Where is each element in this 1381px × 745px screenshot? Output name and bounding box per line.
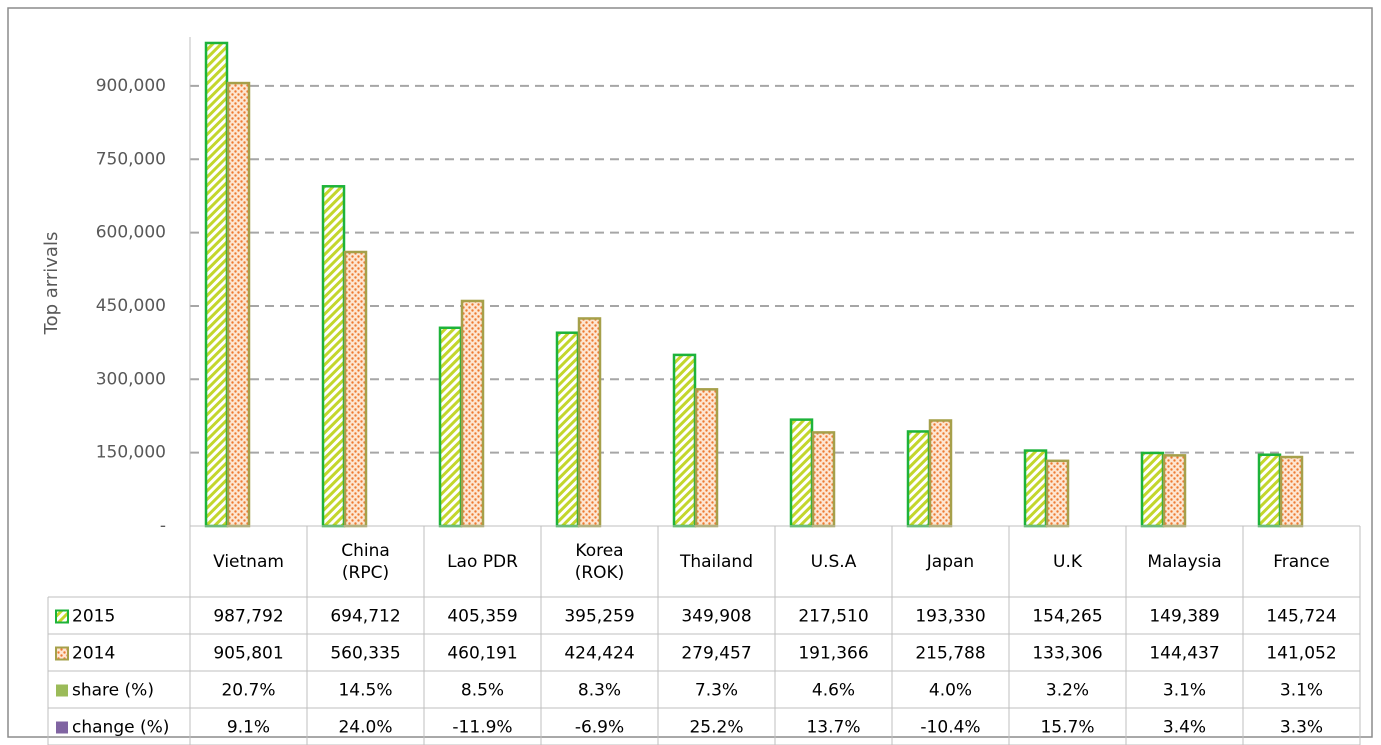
- y-tick-label: 450,000: [96, 296, 166, 316]
- table-value: 141,052: [1266, 644, 1336, 664]
- table-value: 279,457: [681, 644, 751, 664]
- table-value: 424,424: [564, 644, 634, 664]
- table-value: 7.3%: [695, 681, 738, 701]
- table-value: 144,437: [1149, 644, 1219, 664]
- table-value: 3.3%: [1280, 718, 1323, 738]
- category-cell: Thailand: [679, 551, 753, 572]
- bar: [204, 41, 229, 528]
- x-tick-label: China (RPC): [341, 540, 390, 583]
- legend-label: 2014: [72, 644, 115, 664]
- table-value: 987,792: [213, 607, 283, 627]
- legend-swatch: [56, 684, 68, 697]
- bar: [1162, 454, 1187, 528]
- table-value: 215,788: [915, 644, 985, 664]
- legend-swatch: [55, 609, 69, 624]
- bar: [1023, 449, 1048, 528]
- table-value: 14.5%: [338, 681, 392, 701]
- y-axis-title: Top arrivals: [41, 232, 62, 336]
- table-value: 460,191: [447, 644, 517, 664]
- table-value: 191,366: [798, 644, 868, 664]
- bar: [438, 326, 463, 528]
- table-value: -11.9%: [452, 718, 512, 738]
- bar: [226, 81, 251, 528]
- bar: [672, 353, 697, 528]
- table-value: 3.4%: [1163, 718, 1206, 738]
- category-cell: U.S.A: [810, 551, 857, 572]
- x-tick-label: U.S.A: [810, 551, 857, 572]
- bar: [343, 250, 368, 528]
- legend-swatch: [55, 646, 69, 661]
- table-value: 3.1%: [1280, 681, 1323, 701]
- bar: [321, 185, 346, 528]
- table-value: 905,801: [213, 644, 283, 664]
- bar: [1045, 459, 1070, 528]
- table-value: 133,306: [1032, 644, 1102, 664]
- category-cell: Vietnam: [213, 551, 284, 572]
- bar: [906, 430, 931, 528]
- bar: [460, 299, 485, 528]
- bar: [928, 419, 953, 528]
- bar: [1140, 451, 1165, 528]
- x-tick-label: U.K: [1053, 551, 1082, 572]
- bar: [1279, 455, 1304, 528]
- y-tick-label: 600,000: [96, 223, 166, 243]
- table-value: -10.4%: [920, 718, 980, 738]
- table-value: 405,359: [447, 607, 517, 627]
- table-value: 560,335: [330, 644, 400, 664]
- bar: [555, 331, 580, 528]
- legend-swatch: [56, 721, 68, 734]
- x-tick-label: Korea (ROK): [574, 540, 625, 583]
- table-value: 149,389: [1149, 607, 1219, 627]
- table-value: 15.7%: [1040, 718, 1094, 738]
- legend-label: 2015: [72, 607, 115, 627]
- x-tick-label: Vietnam: [213, 551, 284, 572]
- category-cell: Lao PDR: [447, 551, 518, 572]
- y-tick-label: 300,000: [96, 369, 166, 389]
- bar: [789, 418, 814, 528]
- category-cell: U.K: [1053, 551, 1082, 572]
- table-value: 9.1%: [227, 718, 270, 738]
- bar: [694, 388, 719, 528]
- bar: [577, 317, 602, 528]
- legend-label: share (%): [72, 681, 154, 701]
- table-value: 349,908: [681, 607, 751, 627]
- y-tick-label: 750,000: [96, 149, 166, 169]
- table-value: 20.7%: [221, 681, 275, 701]
- table-value: 3.2%: [1046, 681, 1089, 701]
- table-value: 8.3%: [578, 681, 621, 701]
- table-value: 193,330: [915, 607, 985, 627]
- x-tick-label: Japan: [926, 551, 975, 572]
- y-tick-label: 900,000: [96, 76, 166, 96]
- table-value: 24.0%: [338, 718, 392, 738]
- category-cell: Japan: [926, 551, 975, 572]
- x-tick-label: Lao PDR: [447, 551, 518, 572]
- category-cell: China (RPC): [341, 540, 390, 583]
- table-value: 145,724: [1266, 607, 1336, 627]
- x-tick-label: France: [1273, 551, 1330, 572]
- legend-label: change (%): [72, 718, 169, 738]
- category-cell: Malaysia: [1147, 551, 1222, 572]
- table-value: 217,510: [798, 607, 868, 627]
- table-value: 694,712: [330, 607, 400, 627]
- y-tick-label: -: [160, 516, 166, 536]
- table-value: 4.6%: [812, 681, 855, 701]
- table-value: 3.1%: [1163, 681, 1206, 701]
- x-tick-label: Malaysia: [1147, 551, 1222, 572]
- table-value: 25.2%: [689, 718, 743, 738]
- table-value: 13.7%: [806, 718, 860, 738]
- bar: [1257, 453, 1282, 528]
- bar: [811, 431, 836, 528]
- table-value: 4.0%: [929, 681, 972, 701]
- table-value: -6.9%: [575, 718, 624, 738]
- y-tick-label: 150,000: [96, 443, 166, 463]
- table-value: 8.5%: [461, 681, 504, 701]
- table-value: 154,265: [1032, 607, 1102, 627]
- category-cell: France: [1273, 551, 1330, 572]
- x-tick-label: Thailand: [679, 551, 753, 572]
- category-cell: Korea (ROK): [574, 540, 625, 583]
- table-value: 395,259: [564, 607, 634, 627]
